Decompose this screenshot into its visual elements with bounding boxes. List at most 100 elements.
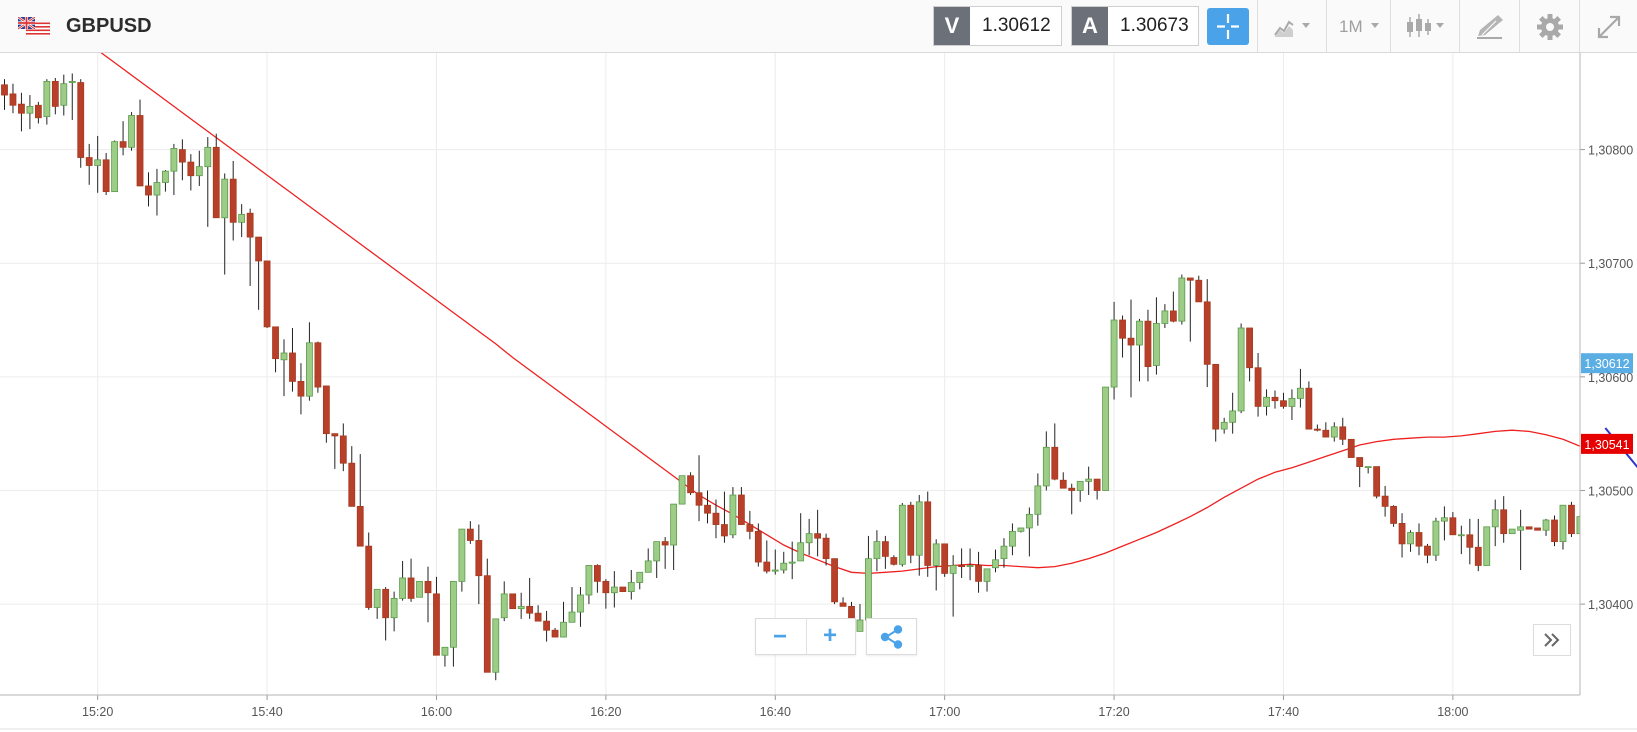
candle bbox=[1161, 304, 1169, 328]
bid-price-box[interactable]: V 1.30612 bbox=[933, 6, 1062, 46]
candle bbox=[822, 533, 830, 566]
candle-body bbox=[1432, 520, 1440, 556]
candle bbox=[162, 170, 169, 192]
candle bbox=[1441, 506, 1448, 541]
ask-price-box[interactable]: A 1.30673 bbox=[1071, 6, 1199, 46]
candle-body bbox=[865, 558, 872, 621]
candle-body bbox=[238, 213, 246, 223]
y-tick-label: 1,30400 bbox=[1588, 598, 1633, 612]
timeframe-button[interactable]: 1M bbox=[1326, 0, 1390, 52]
candle bbox=[1009, 523, 1016, 556]
candle-body bbox=[704, 504, 711, 514]
candle bbox=[9, 83, 17, 114]
candle bbox=[153, 168, 161, 216]
candle-body bbox=[1474, 546, 1482, 566]
candle bbox=[1153, 297, 1160, 375]
candle-body bbox=[856, 619, 864, 632]
candle-body bbox=[1594, 498, 1600, 512]
candle bbox=[102, 152, 110, 196]
candle bbox=[1280, 392, 1287, 409]
candlestick-button[interactable] bbox=[1390, 0, 1459, 52]
candle bbox=[1525, 526, 1533, 530]
candle bbox=[68, 73, 76, 121]
candle-body bbox=[890, 557, 898, 565]
candle-body bbox=[517, 605, 525, 610]
candle bbox=[424, 566, 432, 623]
drawing-tools-icon bbox=[1477, 15, 1503, 39]
candle-body bbox=[1390, 505, 1397, 524]
candle-body bbox=[992, 559, 999, 569]
current-price-label: 1,30612 bbox=[1584, 357, 1629, 371]
candle-body bbox=[263, 260, 271, 328]
candle bbox=[797, 513, 805, 562]
candle bbox=[85, 143, 93, 185]
zoom-out-button[interactable]: − bbox=[756, 619, 806, 654]
candle bbox=[907, 501, 915, 564]
chevron-down-icon bbox=[1371, 23, 1379, 28]
candle-body bbox=[975, 565, 982, 582]
scroll-to-latest-button[interactable] bbox=[1533, 624, 1571, 656]
candle bbox=[433, 576, 440, 656]
candle-body bbox=[983, 568, 991, 582]
candle bbox=[1229, 392, 1237, 434]
candle-body bbox=[1585, 498, 1591, 516]
y-tick-label: 1,30500 bbox=[1588, 484, 1633, 498]
candle bbox=[1271, 390, 1279, 409]
fullscreen-button[interactable] bbox=[1579, 0, 1637, 52]
candle bbox=[534, 605, 542, 622]
candle bbox=[1178, 274, 1186, 325]
candle bbox=[1449, 512, 1457, 536]
chart-type-button[interactable] bbox=[1257, 0, 1326, 52]
x-tick-label: 17:20 bbox=[1098, 705, 1129, 719]
candle bbox=[1508, 528, 1516, 535]
candle-body bbox=[212, 146, 220, 219]
candle-body bbox=[941, 543, 949, 574]
candle-body bbox=[306, 342, 313, 397]
candle-body bbox=[1559, 504, 1567, 543]
candle-body bbox=[9, 93, 17, 106]
candle bbox=[729, 487, 737, 539]
candle bbox=[568, 587, 576, 623]
candle-body bbox=[85, 157, 93, 166]
drawing-tools-button[interactable] bbox=[1459, 0, 1519, 52]
candle-body bbox=[1381, 495, 1389, 507]
share-button[interactable] bbox=[866, 618, 917, 655]
candle-body bbox=[1, 84, 8, 96]
candle-body bbox=[331, 433, 339, 437]
candle-body bbox=[94, 159, 102, 166]
symbol-title: GBPUSD bbox=[66, 15, 152, 37]
price-chart[interactable]: 1,30800 1,30700 1,30600 1,30500 1,30400 15:20… bbox=[0, 53, 1637, 732]
candle bbox=[856, 604, 864, 632]
candle bbox=[1517, 509, 1525, 571]
candle bbox=[483, 558, 491, 673]
candle-body bbox=[924, 501, 932, 566]
candle bbox=[1364, 466, 1372, 474]
candle-body bbox=[475, 540, 483, 577]
candle bbox=[60, 74, 68, 116]
zoom-in-button[interactable]: + bbox=[807, 619, 855, 654]
candle bbox=[670, 503, 678, 571]
candle-body bbox=[458, 528, 466, 582]
bid-tag: V bbox=[934, 7, 970, 45]
candle bbox=[1093, 478, 1101, 500]
x-tick-label: 17:00 bbox=[929, 705, 960, 719]
crosshair-button[interactable] bbox=[1207, 8, 1249, 45]
settings-button[interactable] bbox=[1519, 0, 1579, 52]
candle-body bbox=[102, 159, 110, 193]
candle bbox=[873, 530, 881, 572]
candle bbox=[272, 326, 279, 373]
candle bbox=[1551, 515, 1558, 547]
candle-body bbox=[526, 605, 534, 614]
candle-body bbox=[1271, 396, 1279, 402]
candle bbox=[1144, 309, 1152, 382]
zoom-controls: − + bbox=[755, 618, 856, 655]
candle bbox=[365, 532, 373, 610]
candle bbox=[331, 433, 339, 469]
candle-body bbox=[1076, 480, 1084, 491]
candle-body bbox=[729, 494, 737, 536]
candle bbox=[1415, 523, 1423, 556]
candle-body bbox=[1136, 320, 1143, 346]
candle bbox=[356, 454, 364, 547]
candle-body bbox=[483, 575, 491, 673]
zoom-in-label: + bbox=[823, 622, 838, 649]
